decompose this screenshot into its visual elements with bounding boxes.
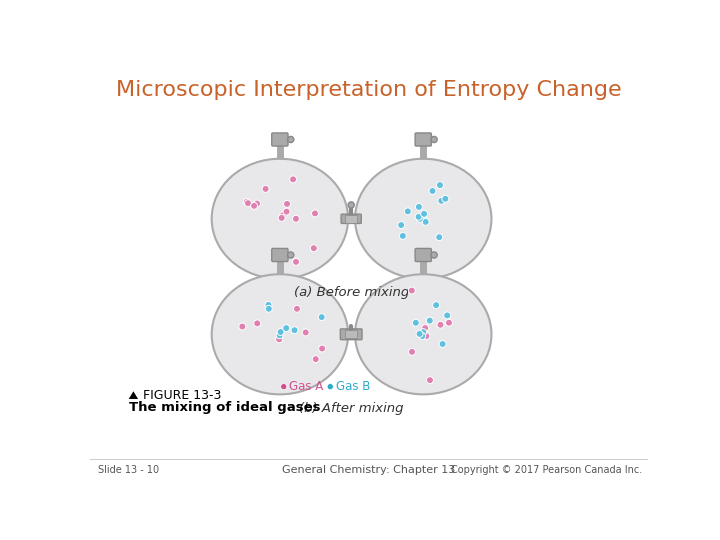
FancyBboxPatch shape	[271, 133, 288, 146]
Circle shape	[253, 200, 261, 207]
Circle shape	[436, 181, 444, 188]
Text: Gas A: Gas A	[289, 380, 323, 393]
Circle shape	[444, 312, 451, 319]
Circle shape	[431, 252, 437, 258]
FancyBboxPatch shape	[341, 214, 361, 224]
Circle shape	[408, 348, 415, 355]
Circle shape	[276, 336, 283, 343]
Circle shape	[426, 317, 433, 324]
Circle shape	[310, 245, 318, 252]
Circle shape	[439, 341, 446, 348]
Circle shape	[429, 187, 436, 194]
Ellipse shape	[212, 274, 348, 394]
Circle shape	[348, 202, 354, 208]
Circle shape	[302, 329, 309, 336]
Text: FIGURE 13-3: FIGURE 13-3	[143, 389, 221, 402]
Text: (a) Before mixing: (a) Before mixing	[294, 286, 409, 299]
Circle shape	[433, 302, 440, 308]
Text: Slide 13 - 10: Slide 13 - 10	[98, 465, 159, 475]
Circle shape	[422, 325, 428, 332]
Text: Copyright © 2017 Pearson Canada Inc.: Copyright © 2017 Pearson Canada Inc.	[451, 465, 642, 475]
Circle shape	[287, 252, 294, 258]
Circle shape	[283, 208, 290, 215]
Bar	[345, 330, 357, 338]
Circle shape	[287, 137, 294, 143]
Circle shape	[253, 320, 261, 327]
Ellipse shape	[355, 159, 492, 279]
Circle shape	[400, 232, 406, 239]
Circle shape	[292, 259, 300, 265]
Circle shape	[251, 202, 258, 210]
Circle shape	[420, 211, 428, 217]
Circle shape	[436, 234, 443, 241]
Circle shape	[239, 323, 246, 330]
Circle shape	[276, 330, 284, 337]
Bar	[345, 215, 357, 222]
FancyBboxPatch shape	[341, 329, 362, 340]
Circle shape	[408, 287, 415, 294]
Circle shape	[279, 212, 287, 219]
Circle shape	[312, 210, 318, 217]
Circle shape	[265, 305, 272, 312]
Circle shape	[291, 327, 298, 334]
Circle shape	[245, 200, 251, 207]
Circle shape	[281, 383, 287, 390]
Circle shape	[415, 204, 423, 211]
Ellipse shape	[355, 274, 492, 394]
FancyBboxPatch shape	[415, 133, 431, 146]
Circle shape	[416, 215, 423, 222]
Circle shape	[405, 208, 411, 215]
Text: The mixing of ideal gases: The mixing of ideal gases	[129, 401, 320, 414]
Circle shape	[262, 185, 269, 192]
Circle shape	[243, 199, 250, 205]
Circle shape	[276, 332, 283, 339]
Circle shape	[418, 215, 426, 222]
Polygon shape	[129, 392, 138, 399]
Text: Gas B: Gas B	[336, 380, 370, 393]
Circle shape	[327, 383, 333, 390]
Circle shape	[437, 321, 444, 328]
Circle shape	[438, 197, 445, 204]
Circle shape	[278, 214, 285, 221]
Circle shape	[283, 325, 289, 332]
Circle shape	[284, 200, 291, 207]
Text: Microscopic Interpretation of Entropy Change: Microscopic Interpretation of Entropy Ch…	[116, 80, 622, 100]
Circle shape	[416, 330, 423, 338]
Circle shape	[420, 329, 427, 335]
Circle shape	[289, 176, 297, 183]
Circle shape	[419, 333, 426, 340]
Circle shape	[446, 319, 452, 326]
Circle shape	[442, 195, 449, 202]
Circle shape	[292, 215, 300, 222]
Circle shape	[397, 221, 405, 228]
Circle shape	[426, 377, 433, 383]
Circle shape	[415, 213, 422, 220]
Circle shape	[294, 305, 300, 312]
FancyBboxPatch shape	[271, 248, 288, 261]
Circle shape	[413, 319, 419, 326]
Circle shape	[277, 328, 284, 335]
Circle shape	[422, 218, 429, 225]
Circle shape	[318, 314, 325, 321]
Circle shape	[423, 333, 430, 340]
Circle shape	[431, 137, 437, 143]
Ellipse shape	[212, 159, 348, 279]
Circle shape	[319, 345, 325, 352]
FancyBboxPatch shape	[415, 248, 431, 261]
Circle shape	[265, 301, 272, 308]
Text: General Chemistry: Chapter 13: General Chemistry: Chapter 13	[282, 465, 456, 475]
Text: (b) After mixing: (b) After mixing	[299, 402, 403, 415]
Circle shape	[312, 356, 319, 362]
